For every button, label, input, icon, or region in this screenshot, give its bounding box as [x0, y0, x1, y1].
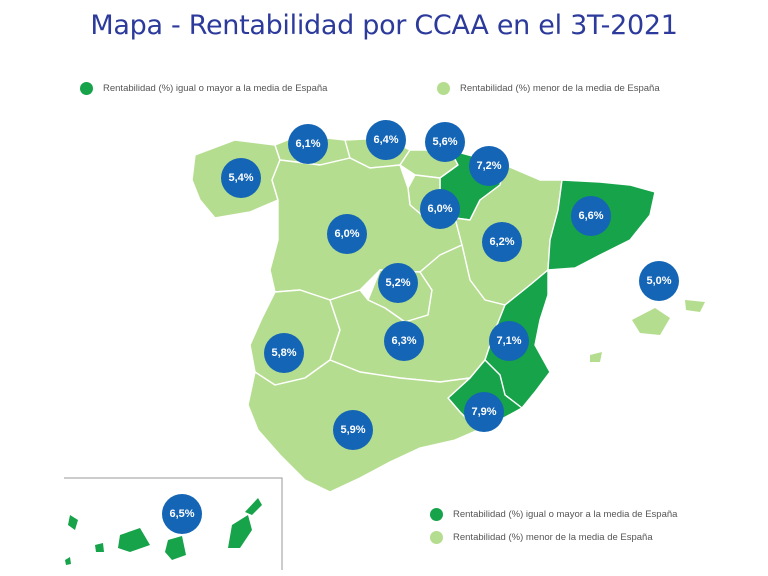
bubble-extremadura: 5,8% [264, 333, 304, 373]
bubble-pais-vasco: 5,6% [425, 122, 465, 162]
legend-above-swatch [430, 508, 443, 521]
bubble-asturias: 6,1% [288, 124, 328, 164]
legend-below-swatch [437, 82, 450, 95]
bubble-valenciana: 7,1% [489, 321, 529, 361]
bubble-canarias: 6,5% [162, 494, 202, 534]
bubble-castilla-leon: 6,0% [327, 214, 367, 254]
legend-above-label: Rentabilidad (%) igual o mayor a la medi… [453, 509, 678, 520]
bubble-navarra: 7,2% [469, 146, 509, 186]
legend-above-label: Rentabilidad (%) igual o mayor a la medi… [103, 83, 328, 94]
region-canarias [65, 498, 262, 565]
bubble-aragon: 6,2% [482, 222, 522, 262]
bubble-cataluna: 6,6% [571, 196, 611, 236]
legend-below-swatch [430, 531, 443, 544]
legend-top-below: Rentabilidad (%) menor de la media de Es… [437, 82, 660, 95]
bubble-cantabria: 6,4% [366, 120, 406, 160]
legend-bottom-below: Rentabilidad (%) menor de la media de Es… [430, 531, 653, 544]
legend-below-label: Rentabilidad (%) menor de la media de Es… [460, 83, 660, 94]
bubble-madrid: 5,2% [378, 263, 418, 303]
bubble-galicia: 5,4% [221, 158, 261, 198]
legend-below-label: Rentabilidad (%) menor de la media de Es… [453, 532, 653, 543]
legend-above-swatch [80, 82, 93, 95]
map-title: Mapa - Rentabilidad por CCAA en el 3T-20… [90, 10, 678, 41]
legend-top-above: Rentabilidad (%) igual o mayor a la medi… [80, 82, 327, 95]
bubble-baleares: 5,0% [639, 261, 679, 301]
legend-bottom-above: Rentabilidad (%) igual o mayor a la medi… [430, 508, 677, 521]
region-baleares [590, 300, 705, 362]
canarias-inset-border [64, 477, 283, 570]
bubble-murcia: 7,9% [464, 392, 504, 432]
bubble-la-rioja: 6,0% [420, 189, 460, 229]
bubble-andalucia: 5,9% [333, 410, 373, 450]
bubble-castilla-la-mancha: 6,3% [384, 321, 424, 361]
